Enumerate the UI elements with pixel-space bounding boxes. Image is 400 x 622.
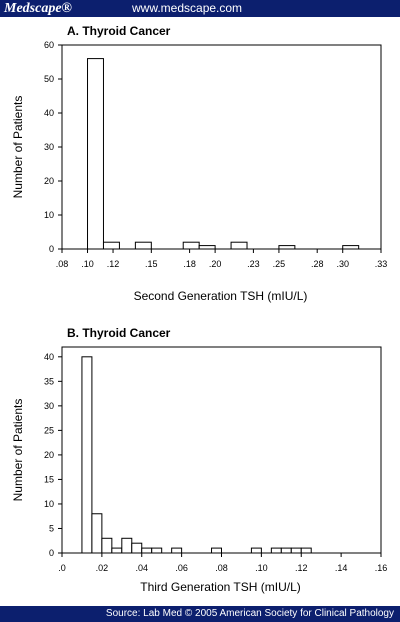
chart-title: B. Thyroid Cancer — [67, 326, 171, 340]
y-tick-label: 0 — [49, 244, 54, 254]
histogram-bar — [87, 58, 104, 250]
histogram-bar — [230, 241, 248, 250]
y-tick-label: 30 — [44, 142, 54, 152]
x-tick-label: .08 — [215, 563, 228, 573]
plot-frame — [61, 44, 382, 250]
x-tick-label: .15 — [145, 259, 158, 269]
x-tick-label: .08 — [56, 259, 69, 269]
x-tick-label: .18 — [183, 259, 196, 269]
y-tick-label: 40 — [44, 352, 54, 362]
x-tick-label: .10 — [255, 563, 268, 573]
chart-b: B. Thyroid Cancer 0 5 10 15 20 25 30 35 40 .0 .02 .0… — [11, 326, 387, 594]
y-tick-label: 15 — [44, 474, 54, 484]
figure-canvas: A. Thyroid Cancer0102030405060.08.10.12.… — [11, 24, 387, 594]
histogram-bar — [141, 547, 153, 554]
histogram-bar — [102, 241, 120, 250]
histogram-bar — [250, 547, 262, 554]
header-bar: Medscape® www.medscape.com — [0, 0, 400, 17]
y-tick-label: 35 — [44, 376, 54, 386]
histogram-bar — [121, 537, 133, 554]
y-tick-label: 25 — [44, 425, 54, 435]
footer-bar: Source: Lab Med © 2005 American Society … — [0, 606, 400, 622]
histogram-bar — [171, 547, 183, 554]
y-axis-label: Number of Patients — [11, 96, 25, 199]
x-tick-label: .0 — [58, 563, 66, 573]
histogram-bar — [182, 241, 200, 250]
x-tick-label: .14 — [335, 563, 348, 573]
y-tick-label: 5 — [49, 523, 54, 533]
histogram-bar — [290, 547, 302, 554]
chart-title: A. Thyroid Cancer — [67, 24, 171, 38]
histogram-bar — [270, 547, 282, 554]
y-tick-label: 40 — [44, 108, 54, 118]
histogram-bar — [131, 542, 143, 554]
x-tick-label: .20 — [209, 259, 222, 269]
histogram-bar — [111, 547, 123, 554]
histogram-bar — [134, 241, 152, 250]
y-tick-label: 10 — [44, 499, 54, 509]
x-tick-label: .12 — [107, 259, 120, 269]
histogram-bar — [151, 547, 163, 554]
histogram-bar — [342, 245, 360, 250]
y-tick-label: 60 — [44, 40, 54, 50]
x-axis-label: Second Generation TSH (mIU/L) — [134, 289, 308, 303]
x-tick-label: .25 — [273, 259, 286, 269]
histogram-bar — [91, 513, 103, 554]
x-tick-label: .28 — [311, 259, 324, 269]
x-tick-label: .06 — [175, 563, 188, 573]
x-tick-label: .30 — [336, 259, 349, 269]
x-tick-label: .04 — [135, 563, 148, 573]
histogram-bar — [278, 245, 296, 250]
x-tick-label: .23 — [247, 259, 260, 269]
y-tick-label: 10 — [44, 210, 54, 220]
y-tick-label: 30 — [44, 401, 54, 411]
histogram-bar — [300, 547, 312, 554]
x-tick-label: .12 — [295, 563, 308, 573]
medscape-logo: Medscape® — [4, 1, 72, 16]
y-tick-label: 50 — [44, 74, 54, 84]
x-tick-label: .33 — [375, 259, 388, 269]
histogram-bar — [280, 547, 292, 554]
x-tick-label: .02 — [96, 563, 109, 573]
histogram-bar — [211, 547, 222, 554]
plot-frame — [61, 346, 382, 554]
source-credit: Source: Lab Med © 2005 American Society … — [105, 608, 394, 619]
y-tick-label: 20 — [44, 176, 54, 186]
x-axis-label: Third Generation TSH (mIU/L) — [140, 580, 301, 594]
y-axis-label: Number of Patients — [11, 399, 25, 502]
histogram-bar — [198, 245, 216, 250]
y-tick-label: 0 — [49, 548, 54, 558]
x-tick-label: .10 — [81, 259, 94, 269]
histogram-bar — [81, 356, 93, 554]
chart-a: A. Thyroid Cancer 0 10 20 30 40 50 60 .08 .10 .12.… — [11, 24, 387, 303]
site-url: www.medscape.com — [132, 1, 243, 15]
x-tick-label: .16 — [375, 563, 388, 573]
histogram-bar — [101, 537, 113, 554]
y-tick-label: 20 — [44, 450, 54, 460]
